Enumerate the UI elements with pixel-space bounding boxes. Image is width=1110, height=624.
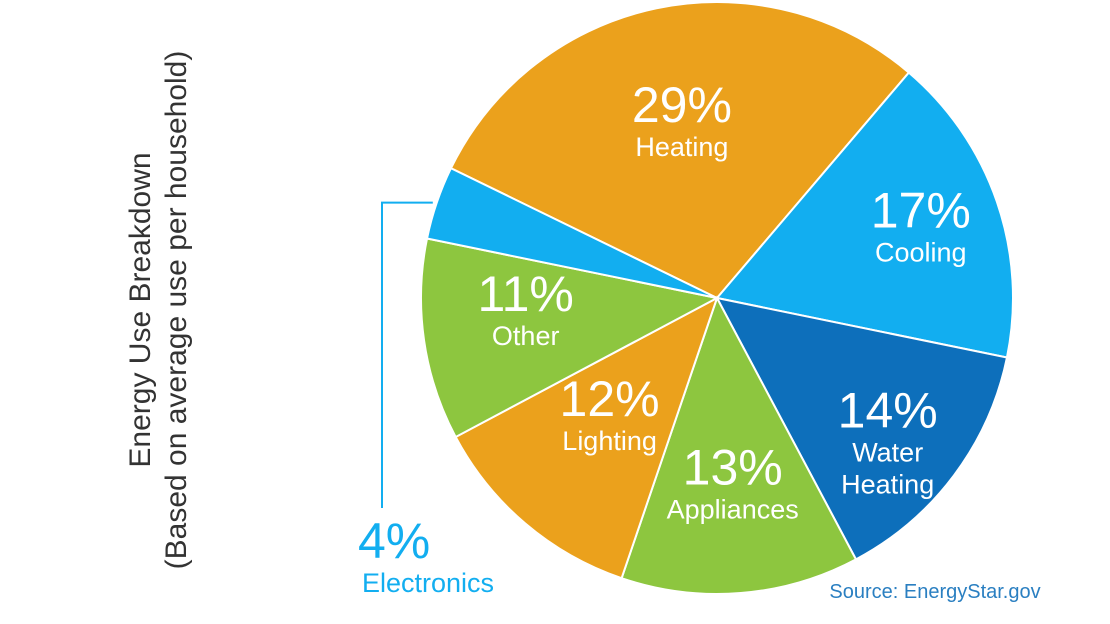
slice-label-lighting: Lighting [562,426,657,456]
pie-slice-appliances [620,295,858,595]
chart-title-group: Energy Use Breakdown (Based on average u… [124,51,193,570]
slice-percent-other: 11% [478,266,574,322]
pie-slice-water-heating [715,296,1009,561]
slice-labels: 29%Heating17%Cooling14%WaterHeating13%Ap… [478,77,971,525]
pie-slice-other [420,237,720,439]
chart-title: Energy Use Breakdown [124,152,157,467]
pie-slice-electronics [425,166,718,299]
chart-subtitle: (Based on average use per household) [160,51,193,570]
slice-percent-cooling: 17% [871,183,971,239]
slice-label-cooling: Cooling [875,238,967,268]
slice-label-other: Other [492,321,560,351]
slice-percent-heating: 29% [632,77,732,133]
pie-slice-cooling [715,71,1014,359]
slice-percent-water-heating: 14% [838,382,938,438]
slice-label-appliances: Appliances [667,495,799,525]
slice-percent-electronics: 4% [358,513,430,569]
slice-label-electronics: Electronics [362,568,494,598]
slice-label-heating: Heating [635,132,728,162]
electronics-callout: 4%Electronics [358,201,494,598]
slice-percent-lighting: 12% [560,371,660,427]
source-note: Source: EnergyStar.gov [829,581,1040,603]
slice-label-water-heating: Water [852,437,923,467]
pie-slices [420,1,1014,595]
slice-label-water-heating: Heating [841,469,934,499]
callout-line [381,201,433,508]
pie-slice-lighting [454,295,719,580]
slice-percent-appliances: 13% [683,440,783,496]
